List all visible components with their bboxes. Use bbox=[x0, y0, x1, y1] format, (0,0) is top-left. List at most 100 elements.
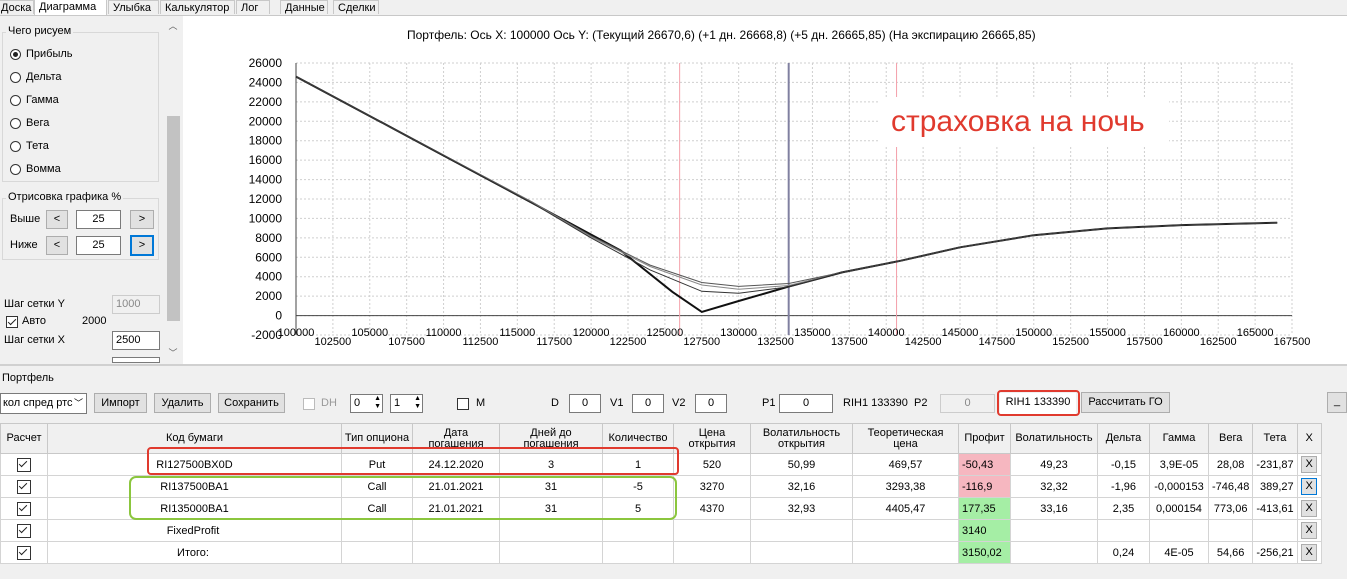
cell-theta[interactable] bbox=[1252, 519, 1298, 542]
remove-row-button[interactable]: X bbox=[1301, 478, 1318, 495]
rih-field[interactable]: RIH1 133390 bbox=[1000, 393, 1076, 414]
cell-date[interactable]: 21.01.2021 bbox=[412, 475, 500, 498]
table-row[interactable]: FixedProfit 3140 X bbox=[0, 519, 1322, 542]
tab-log[interactable]: Лог bbox=[236, 0, 270, 14]
table-row[interactable]: RI137500BA1 Call 21.01.2021 31 -5 3270 32,16 32… bbox=[0, 475, 1322, 498]
cell-vol[interactable] bbox=[1010, 541, 1098, 564]
scroll-down-icon[interactable]: ﹀ bbox=[168, 348, 178, 358]
cell-qty[interactable] bbox=[602, 519, 674, 542]
remove-row-button[interactable]: X bbox=[1301, 544, 1318, 561]
cell-date[interactable]: 24.12.2020 bbox=[412, 453, 500, 476]
radio-theta[interactable]: Тета bbox=[10, 138, 49, 154]
cell-code[interactable]: Итого: bbox=[47, 541, 342, 564]
cell-code[interactable]: FixedProfit bbox=[47, 519, 342, 542]
spin-arrows-icon[interactable]: ▲ ▼ bbox=[414, 395, 421, 410]
cell-delta[interactable]: 0,24 bbox=[1097, 541, 1150, 564]
col-open-price[interactable]: Цена открытия bbox=[673, 423, 751, 454]
grid-x-input[interactable]: 2500 bbox=[112, 331, 160, 350]
cell-type[interactable]: Call bbox=[341, 497, 413, 520]
row-checkbox[interactable] bbox=[17, 457, 31, 472]
col-code[interactable]: Код бумаги bbox=[47, 423, 342, 454]
row-checkbox[interactable] bbox=[17, 545, 31, 560]
calc-cell[interactable] bbox=[0, 519, 48, 542]
calc-cell[interactable] bbox=[0, 497, 48, 520]
v1-input[interactable]: 0 bbox=[632, 394, 664, 413]
spinner-2[interactable]: 1 ▲ ▼ bbox=[390, 394, 423, 413]
cell-profit[interactable]: 3140 bbox=[958, 519, 1011, 542]
cell-open[interactable]: 3270 bbox=[673, 475, 751, 498]
cell-gamma[interactable] bbox=[1149, 519, 1209, 542]
radio-profit[interactable]: Прибыль bbox=[10, 46, 73, 62]
import-button[interactable]: Импорт bbox=[94, 393, 147, 413]
col-vega[interactable]: Вега bbox=[1207, 423, 1254, 454]
spinner-1[interactable]: 0 ▲ ▼ bbox=[350, 394, 383, 413]
cell-qty[interactable]: -5 bbox=[602, 475, 674, 498]
below-input[interactable]: 25 bbox=[76, 236, 121, 255]
calc-cell[interactable] bbox=[0, 475, 48, 498]
calc-cell[interactable] bbox=[0, 453, 48, 476]
below-increase-button[interactable]: > bbox=[130, 235, 154, 256]
cell-code[interactable]: RI137500BA1 bbox=[47, 475, 342, 498]
cell-gamma[interactable]: -0,000153 bbox=[1149, 475, 1209, 498]
d-input[interactable]: 0 bbox=[569, 394, 601, 413]
cell-days[interactable]: 31 bbox=[499, 497, 603, 520]
cell-vega[interactable]: 28,08 bbox=[1207, 453, 1254, 476]
cell-theo[interactable]: 469,57 bbox=[852, 453, 959, 476]
row-checkbox[interactable] bbox=[17, 479, 31, 494]
dh-checkbox[interactable] bbox=[303, 398, 315, 410]
cell-type[interactable] bbox=[341, 519, 413, 542]
cell-theta[interactable]: 389,27 bbox=[1252, 475, 1298, 498]
col-calc[interactable]: Расчет bbox=[0, 423, 48, 454]
col-x[interactable]: X bbox=[1296, 423, 1322, 454]
cell-qty[interactable]: 5 bbox=[602, 497, 674, 520]
cell-theta[interactable]: -231,87 bbox=[1252, 453, 1298, 476]
tab-deals[interactable]: Сделки bbox=[333, 0, 379, 14]
cell-delta[interactable] bbox=[1097, 519, 1150, 542]
auto-checkbox[interactable] bbox=[6, 316, 18, 328]
cell-code[interactable]: RI135000BA1 bbox=[47, 497, 342, 520]
cell-vol-open[interactable] bbox=[750, 519, 853, 542]
cell-vol[interactable]: 32,32 bbox=[1010, 475, 1098, 498]
tab-calculator[interactable]: Калькулятор bbox=[160, 0, 235, 14]
delete-button[interactable]: Удалить bbox=[154, 393, 211, 413]
col-delta[interactable]: Дельта bbox=[1097, 423, 1150, 454]
above-input[interactable]: 25 bbox=[76, 210, 121, 229]
p1-input[interactable]: 0 bbox=[779, 394, 833, 413]
cell-vol-open[interactable]: 32,16 bbox=[750, 475, 853, 498]
save-button[interactable]: Сохранить bbox=[218, 393, 285, 413]
cell-profit[interactable]: -50,43 bbox=[958, 453, 1011, 476]
cell-delta[interactable]: -1,96 bbox=[1097, 475, 1150, 498]
cell-theta[interactable]: -256,21 bbox=[1252, 541, 1298, 564]
cell-theta[interactable]: -413,61 bbox=[1252, 497, 1298, 520]
col-vol[interactable]: Волатильность bbox=[1010, 423, 1098, 454]
splitter[interactable] bbox=[0, 364, 1347, 366]
col-type[interactable]: Тип опциона bbox=[341, 423, 413, 454]
remove-row-button[interactable]: X bbox=[1301, 500, 1318, 517]
radio-gamma[interactable]: Гамма bbox=[10, 92, 59, 108]
cell-theo[interactable]: 3293,38 bbox=[852, 475, 959, 498]
cell-days[interactable]: 31 bbox=[499, 475, 603, 498]
above-decrease-button[interactable]: < bbox=[46, 210, 68, 229]
calc-go-button[interactable]: Рассчитать ГО bbox=[1081, 392, 1170, 413]
col-theta[interactable]: Тета bbox=[1252, 423, 1298, 454]
cell-days[interactable]: 3 bbox=[499, 453, 603, 476]
cut-off-input[interactable] bbox=[112, 357, 160, 363]
cell-vega[interactable]: 54,66 bbox=[1207, 541, 1254, 564]
spin-arrows-icon[interactable]: ▲ ▼ bbox=[374, 395, 381, 410]
p2-input[interactable]: 0 bbox=[940, 394, 995, 413]
cell-vol-open[interactable]: 32,93 bbox=[750, 497, 853, 520]
cell-days[interactable] bbox=[499, 519, 603, 542]
cell-qty[interactable]: 1 bbox=[602, 453, 674, 476]
cell-theo[interactable] bbox=[852, 541, 959, 564]
tab-diagram[interactable]: Диаграмма bbox=[34, 0, 107, 15]
left-panel-scrollbar[interactable]: ︿ ﹀ bbox=[165, 16, 182, 362]
cell-profit[interactable]: 177,35 bbox=[958, 497, 1011, 520]
col-date[interactable]: Дата погашения bbox=[412, 423, 500, 454]
cell-vega[interactable] bbox=[1207, 519, 1254, 542]
row-checkbox[interactable] bbox=[17, 501, 31, 516]
col-profit[interactable]: Профит bbox=[958, 423, 1011, 454]
cell-code[interactable]: RI127500BX0D bbox=[47, 453, 342, 476]
calc-cell[interactable] bbox=[0, 541, 48, 564]
radio-vega[interactable]: Вега bbox=[10, 115, 49, 131]
scrollbar-thumb[interactable] bbox=[167, 116, 180, 321]
